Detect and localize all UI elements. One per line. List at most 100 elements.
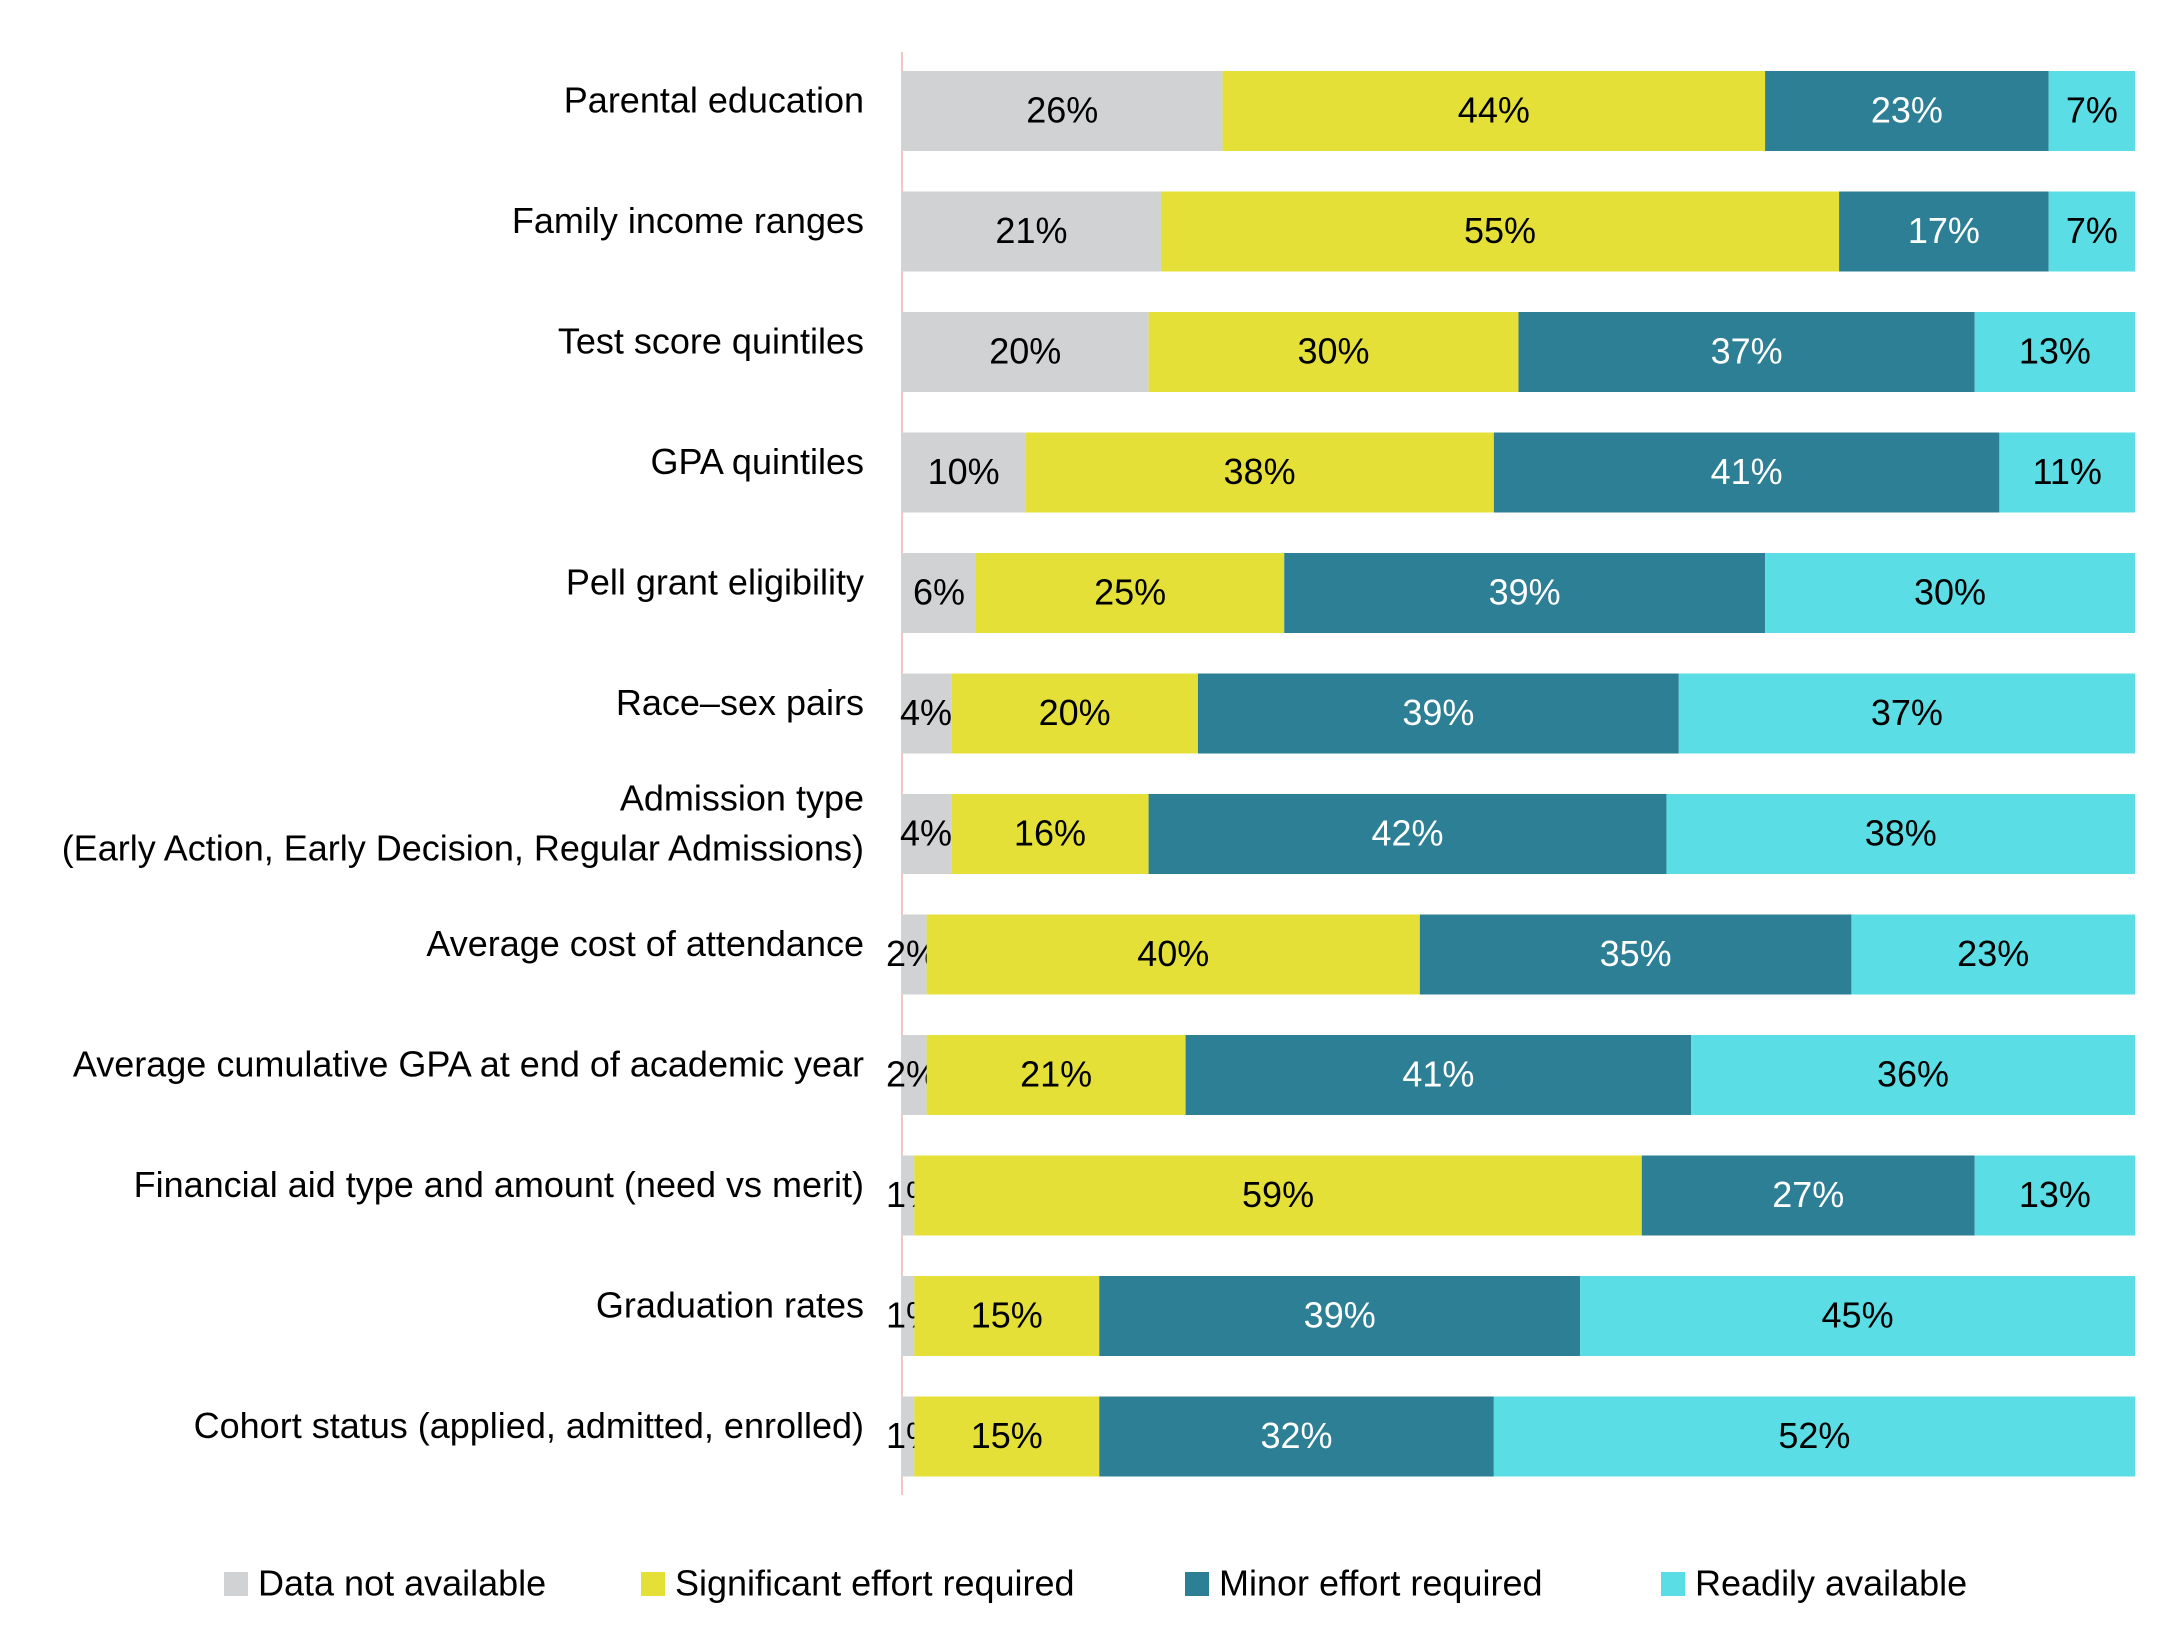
bar-data-not-available-admission-type (902, 794, 952, 874)
bar-minor-effort-required-cohort-status-applied-admitted-enrolled (1099, 1396, 1494, 1477)
bar-data-not-available-average-cumulative-gpa-at-end-of-academic-year (902, 1035, 927, 1115)
value-label-data-not-available-parental-education: 26% (1026, 90, 1098, 131)
bar-minor-effort-required-race-sex-pairs (1197, 673, 1679, 754)
bar-significant-effort-required-admission-type (951, 794, 1149, 874)
value-label-significant-effort-required-test-score-quintiles: 30% (1298, 331, 1370, 372)
bar-readily-available-test-score-quintiles (1974, 312, 2135, 392)
value-label-data-not-available-race-sex-pairs: 4% (900, 692, 952, 733)
bar-significant-effort-required-average-cumulative-gpa-at-end-of-academic-year (926, 1035, 1186, 1115)
value-label-minor-effort-required-race-sex-pairs: 39% (1402, 692, 1474, 733)
bar-data-not-available-graduation-rates (902, 1276, 915, 1356)
bar-significant-effort-required-cohort-status-applied-admitted-enrolled (914, 1396, 1100, 1477)
bar-minor-effort-required-pell-grant-eligibility (1284, 553, 1766, 633)
bar-significant-effort-required-race-sex-pairs (951, 673, 1198, 754)
value-label-readily-available-average-cost-of-attendance: 23% (1957, 933, 2029, 974)
value-label-significant-effort-required-family-income-ranges: 55% (1464, 210, 1536, 251)
value-label-data-not-available-pell-grant-eligibility: 6% (913, 572, 965, 613)
category-label-gpa-quintiles: GPA quintiles (651, 441, 864, 482)
value-label-minor-effort-required-test-score-quintiles: 37% (1711, 331, 1783, 372)
value-label-readily-available-family-income-ranges: 7% (2066, 210, 2118, 251)
legend-swatch-minor-effort-required (1185, 1572, 1209, 1596)
legend-swatch-significant-effort-required (641, 1572, 665, 1596)
value-label-readily-available-financial-aid-type-and-amount-need-vs-merit: 13% (2019, 1174, 2091, 1215)
category-label-cohort-status-applied-admitted-enrolled: Cohort status (applied, admitted, enroll… (194, 1405, 864, 1446)
bar-significant-effort-required-gpa-quintiles (1025, 432, 1494, 513)
value-label-readily-available-test-score-quintiles: 13% (2019, 331, 2091, 372)
bar-minor-effort-required-graduation-rates (1099, 1276, 1581, 1356)
value-label-data-not-available-test-score-quintiles: 20% (989, 331, 1061, 372)
bar-readily-available-parental-education (2048, 71, 2135, 151)
category-label-admission-type: Admission type (620, 778, 864, 819)
bar-data-not-available-pell-grant-eligibility (902, 553, 976, 633)
bar-data-not-available-test-score-quintiles (902, 312, 1149, 392)
value-label-significant-effort-required-financial-aid-type-and-amount-need-vs-merit: 59% (1242, 1174, 1314, 1215)
legend-swatch-data-not-available (224, 1572, 248, 1596)
value-label-readily-available-average-cumulative-gpa-at-end-of-academic-year: 36% (1877, 1054, 1949, 1095)
legend-label-minor-effort-required: Minor effort required (1219, 1563, 1543, 1604)
bar-readily-available-average-cumulative-gpa-at-end-of-academic-year (1691, 1035, 2135, 1115)
bar-minor-effort-required-parental-education (1765, 71, 2049, 151)
bar-readily-available-average-cost-of-attendance (1851, 914, 2135, 995)
legend-label-data-not-available: Data not available (258, 1563, 546, 1604)
value-label-significant-effort-required-race-sex-pairs: 20% (1039, 692, 1111, 733)
value-label-minor-effort-required-parental-education: 23% (1871, 90, 1943, 131)
value-label-minor-effort-required-family-income-ranges: 17% (1908, 210, 1980, 251)
value-label-significant-effort-required-parental-education: 44% (1458, 90, 1530, 131)
bar-minor-effort-required-average-cost-of-attendance (1419, 914, 1852, 995)
bar-readily-available-admission-type (1666, 794, 2135, 874)
bar-significant-effort-required-graduation-rates (914, 1276, 1100, 1356)
bar-data-not-available-cohort-status-applied-admitted-enrolled (902, 1396, 915, 1477)
value-label-readily-available-gpa-quintiles: 11% (2032, 451, 2101, 492)
bar-significant-effort-required-parental-education (1222, 71, 1766, 151)
bar-significant-effort-required-family-income-ranges (1160, 191, 1840, 272)
legend: Data not available Significant effort req… (224, 1563, 1967, 1604)
value-label-significant-effort-required-average-cost-of-attendance: 40% (1137, 933, 1209, 974)
legend-swatch-readily-available (1661, 1572, 1685, 1596)
bar-readily-available-graduation-rates (1580, 1276, 2135, 1356)
value-label-minor-effort-required-graduation-rates: 39% (1304, 1295, 1376, 1336)
value-label-readily-available-graduation-rates: 45% (1822, 1295, 1894, 1336)
category-label-financial-aid-type-and-amount-need-vs-merit: Financial aid type and amount (need vs m… (134, 1164, 864, 1205)
bar-data-not-available-parental-education (902, 71, 1223, 151)
category-label-race-sex-pairs: Race–sex pairs (616, 682, 864, 723)
value-label-significant-effort-required-admission-type: 16% (1014, 813, 1086, 854)
value-label-significant-effort-required-average-cumulative-gpa-at-end-of-academic-year: 21% (1020, 1054, 1092, 1095)
value-label-minor-effort-required-cohort-status-applied-admitted-enrolled: 32% (1261, 1415, 1333, 1456)
category-label-average-cumulative-gpa-at-end-of-academic-year: Average cumulative GPA at end of academi… (73, 1044, 864, 1085)
value-label-minor-effort-required-average-cumulative-gpa-at-end-of-academic-year: 41% (1402, 1054, 1474, 1095)
value-label-data-not-available-gpa-quintiles: 10% (928, 451, 1000, 492)
value-label-data-not-available-family-income-ranges: 21% (995, 210, 1067, 251)
bar-readily-available-pell-grant-eligibility (1765, 553, 2135, 633)
bar-minor-effort-required-admission-type (1148, 794, 1667, 874)
category-label-test-score-quintiles: Test score quintiles (558, 321, 864, 362)
value-label-minor-effort-required-financial-aid-type-and-amount-need-vs-merit: 27% (1772, 1174, 1844, 1215)
bar-minor-effort-required-financial-aid-type-and-amount-need-vs-merit (1641, 1155, 1975, 1236)
value-label-significant-effort-required-gpa-quintiles: 38% (1224, 451, 1296, 492)
legend-label-significant-effort-required: Significant effort required (675, 1563, 1075, 1604)
bar-data-not-available-race-sex-pairs (902, 673, 952, 754)
category-label-family-income-ranges: Family income ranges (512, 200, 864, 241)
legend-label-readily-available: Readily available (1695, 1563, 1967, 1604)
bar-significant-effort-required-average-cost-of-attendance (926, 914, 1420, 995)
bar-minor-effort-required-gpa-quintiles (1493, 432, 2000, 513)
bar-readily-available-family-income-ranges (2048, 191, 2135, 272)
value-label-significant-effort-required-cohort-status-applied-admitted-enrolled: 15% (971, 1415, 1043, 1456)
bar-significant-effort-required-test-score-quintiles (1148, 312, 1519, 392)
bar-data-not-available-family-income-ranges (902, 191, 1161, 272)
bar-data-not-available-average-cost-of-attendance (902, 914, 927, 995)
bar-minor-effort-required-test-score-quintiles (1518, 312, 1975, 392)
value-label-readily-available-admission-type: 38% (1865, 813, 1937, 854)
bar-data-not-available-gpa-quintiles (902, 432, 1026, 513)
category-label-parental-education: Parental education (564, 80, 864, 121)
value-label-significant-effort-required-pell-grant-eligibility: 25% (1094, 572, 1166, 613)
bar-readily-available-financial-aid-type-and-amount-need-vs-merit (1974, 1155, 2135, 1236)
value-label-minor-effort-required-gpa-quintiles: 41% (1711, 451, 1783, 492)
value-label-significant-effort-required-graduation-rates: 15% (971, 1295, 1043, 1336)
value-label-minor-effort-required-pell-grant-eligibility: 39% (1489, 572, 1561, 613)
category-labels-group: Parental education Family income ranges Te… (62, 80, 864, 1447)
bar-significant-effort-required-financial-aid-type-and-amount-need-vs-merit (914, 1155, 1642, 1236)
bar-readily-available-race-sex-pairs (1678, 673, 2135, 754)
value-label-readily-available-cohort-status-applied-admitted-enrolled: 52% (1778, 1415, 1850, 1456)
category-label-admission-type-line-2: (Early Action, Early Decision, Regular A… (62, 828, 864, 869)
